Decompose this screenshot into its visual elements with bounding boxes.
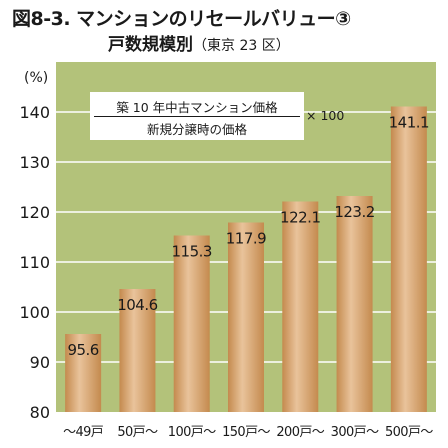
data-label: 115.3	[171, 243, 211, 261]
x-tick-label: 150戸～	[222, 425, 270, 440]
y-tick-label: 90	[30, 353, 50, 372]
y-tick-label: 100	[19, 303, 50, 322]
formula-box: 築 10 年中古マンション価格 新規分譲時の価格 × 100	[92, 95, 344, 141]
bar	[336, 196, 373, 412]
bar	[282, 201, 319, 412]
data-label: 122.1	[280, 209, 320, 227]
bar	[119, 289, 156, 412]
x-tick-label: 300戸～	[331, 425, 379, 440]
x-tick-label: ～49戸	[63, 425, 104, 440]
y-tick-label: 110	[19, 253, 50, 272]
subtitle-note: （東京 23 区）	[193, 38, 290, 54]
formula-multiplier: × 100	[306, 108, 345, 123]
data-label: 117.9	[226, 230, 266, 248]
data-label: 123.2	[334, 203, 374, 221]
formula-denominator: 新規分譲時の価格	[146, 122, 247, 137]
figure-subtitle: 戸数規模別（東京 23 区）	[108, 30, 290, 55]
y-tick-label: 80	[30, 403, 50, 422]
y-tick-label: 120	[19, 203, 50, 222]
formula-numerator: 築 10 年中古マンション価格	[116, 100, 278, 115]
x-tick-label: 100戸～	[168, 425, 216, 440]
x-tick-label: 200戸～	[276, 425, 324, 440]
x-tick-label: 500戸～	[385, 425, 433, 440]
subtitle-main: 戸数規模別	[108, 35, 193, 55]
data-label: 104.6	[117, 296, 157, 314]
bar	[228, 222, 264, 412]
x-tick-label: 50戸～	[117, 425, 158, 440]
figure-title: 図8-3. マンションのリセールバリュー③	[12, 8, 351, 30]
figure-header: 図8-3. マンションのリセールバリュー③ 戸数規模別（東京 23 区）	[0, 0, 448, 56]
data-label: 95.6	[67, 341, 98, 359]
y-axis-unit-label: (%)	[24, 70, 49, 86]
bar	[65, 334, 102, 412]
y-tick-label: 140	[19, 103, 50, 122]
data-label: 141.1	[389, 114, 429, 132]
bar	[390, 106, 427, 412]
bar	[173, 235, 210, 412]
y-tick-label: 130	[19, 153, 50, 172]
fraction-bar	[94, 116, 300, 118]
